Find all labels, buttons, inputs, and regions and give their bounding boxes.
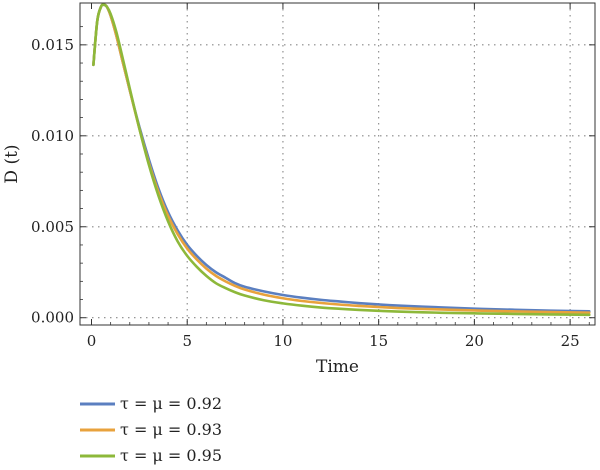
legend-label-1: τ = μ = 0.92 xyxy=(120,394,222,413)
y-tick-label: 0.005 xyxy=(31,218,74,236)
x-tick-label: 25 xyxy=(561,332,580,350)
series-line-3 xyxy=(92,3,591,317)
x-tick-label: 0 xyxy=(87,332,97,350)
grid-lines xyxy=(80,3,595,325)
y-tick-label: 0.010 xyxy=(31,127,74,145)
series-lines xyxy=(92,3,591,317)
x-axis-title: Time xyxy=(316,357,359,377)
legend: τ = μ = 0.92 τ = μ = 0.93 τ = μ = 0.95 xyxy=(80,394,222,465)
series-line-2 xyxy=(92,3,591,314)
x-tick-label: 10 xyxy=(273,332,292,350)
y-tick-label: 0.015 xyxy=(31,36,74,54)
y-tick-label: 0.000 xyxy=(31,309,74,327)
axis-ticks: 0 5 10 15 20 25 0.000 0.005 0.010 0.015 xyxy=(31,3,595,350)
y-axis-title: D (t) xyxy=(2,144,22,183)
legend-label-3: τ = μ = 0.95 xyxy=(120,446,222,465)
series-line-1 xyxy=(92,3,591,313)
plot-frame xyxy=(79,2,596,326)
legend-label-2: τ = μ = 0.93 xyxy=(120,420,222,439)
x-tick-label: 5 xyxy=(182,332,192,350)
x-tick-label: 15 xyxy=(369,332,388,350)
x-tick-label: 20 xyxy=(465,332,484,350)
